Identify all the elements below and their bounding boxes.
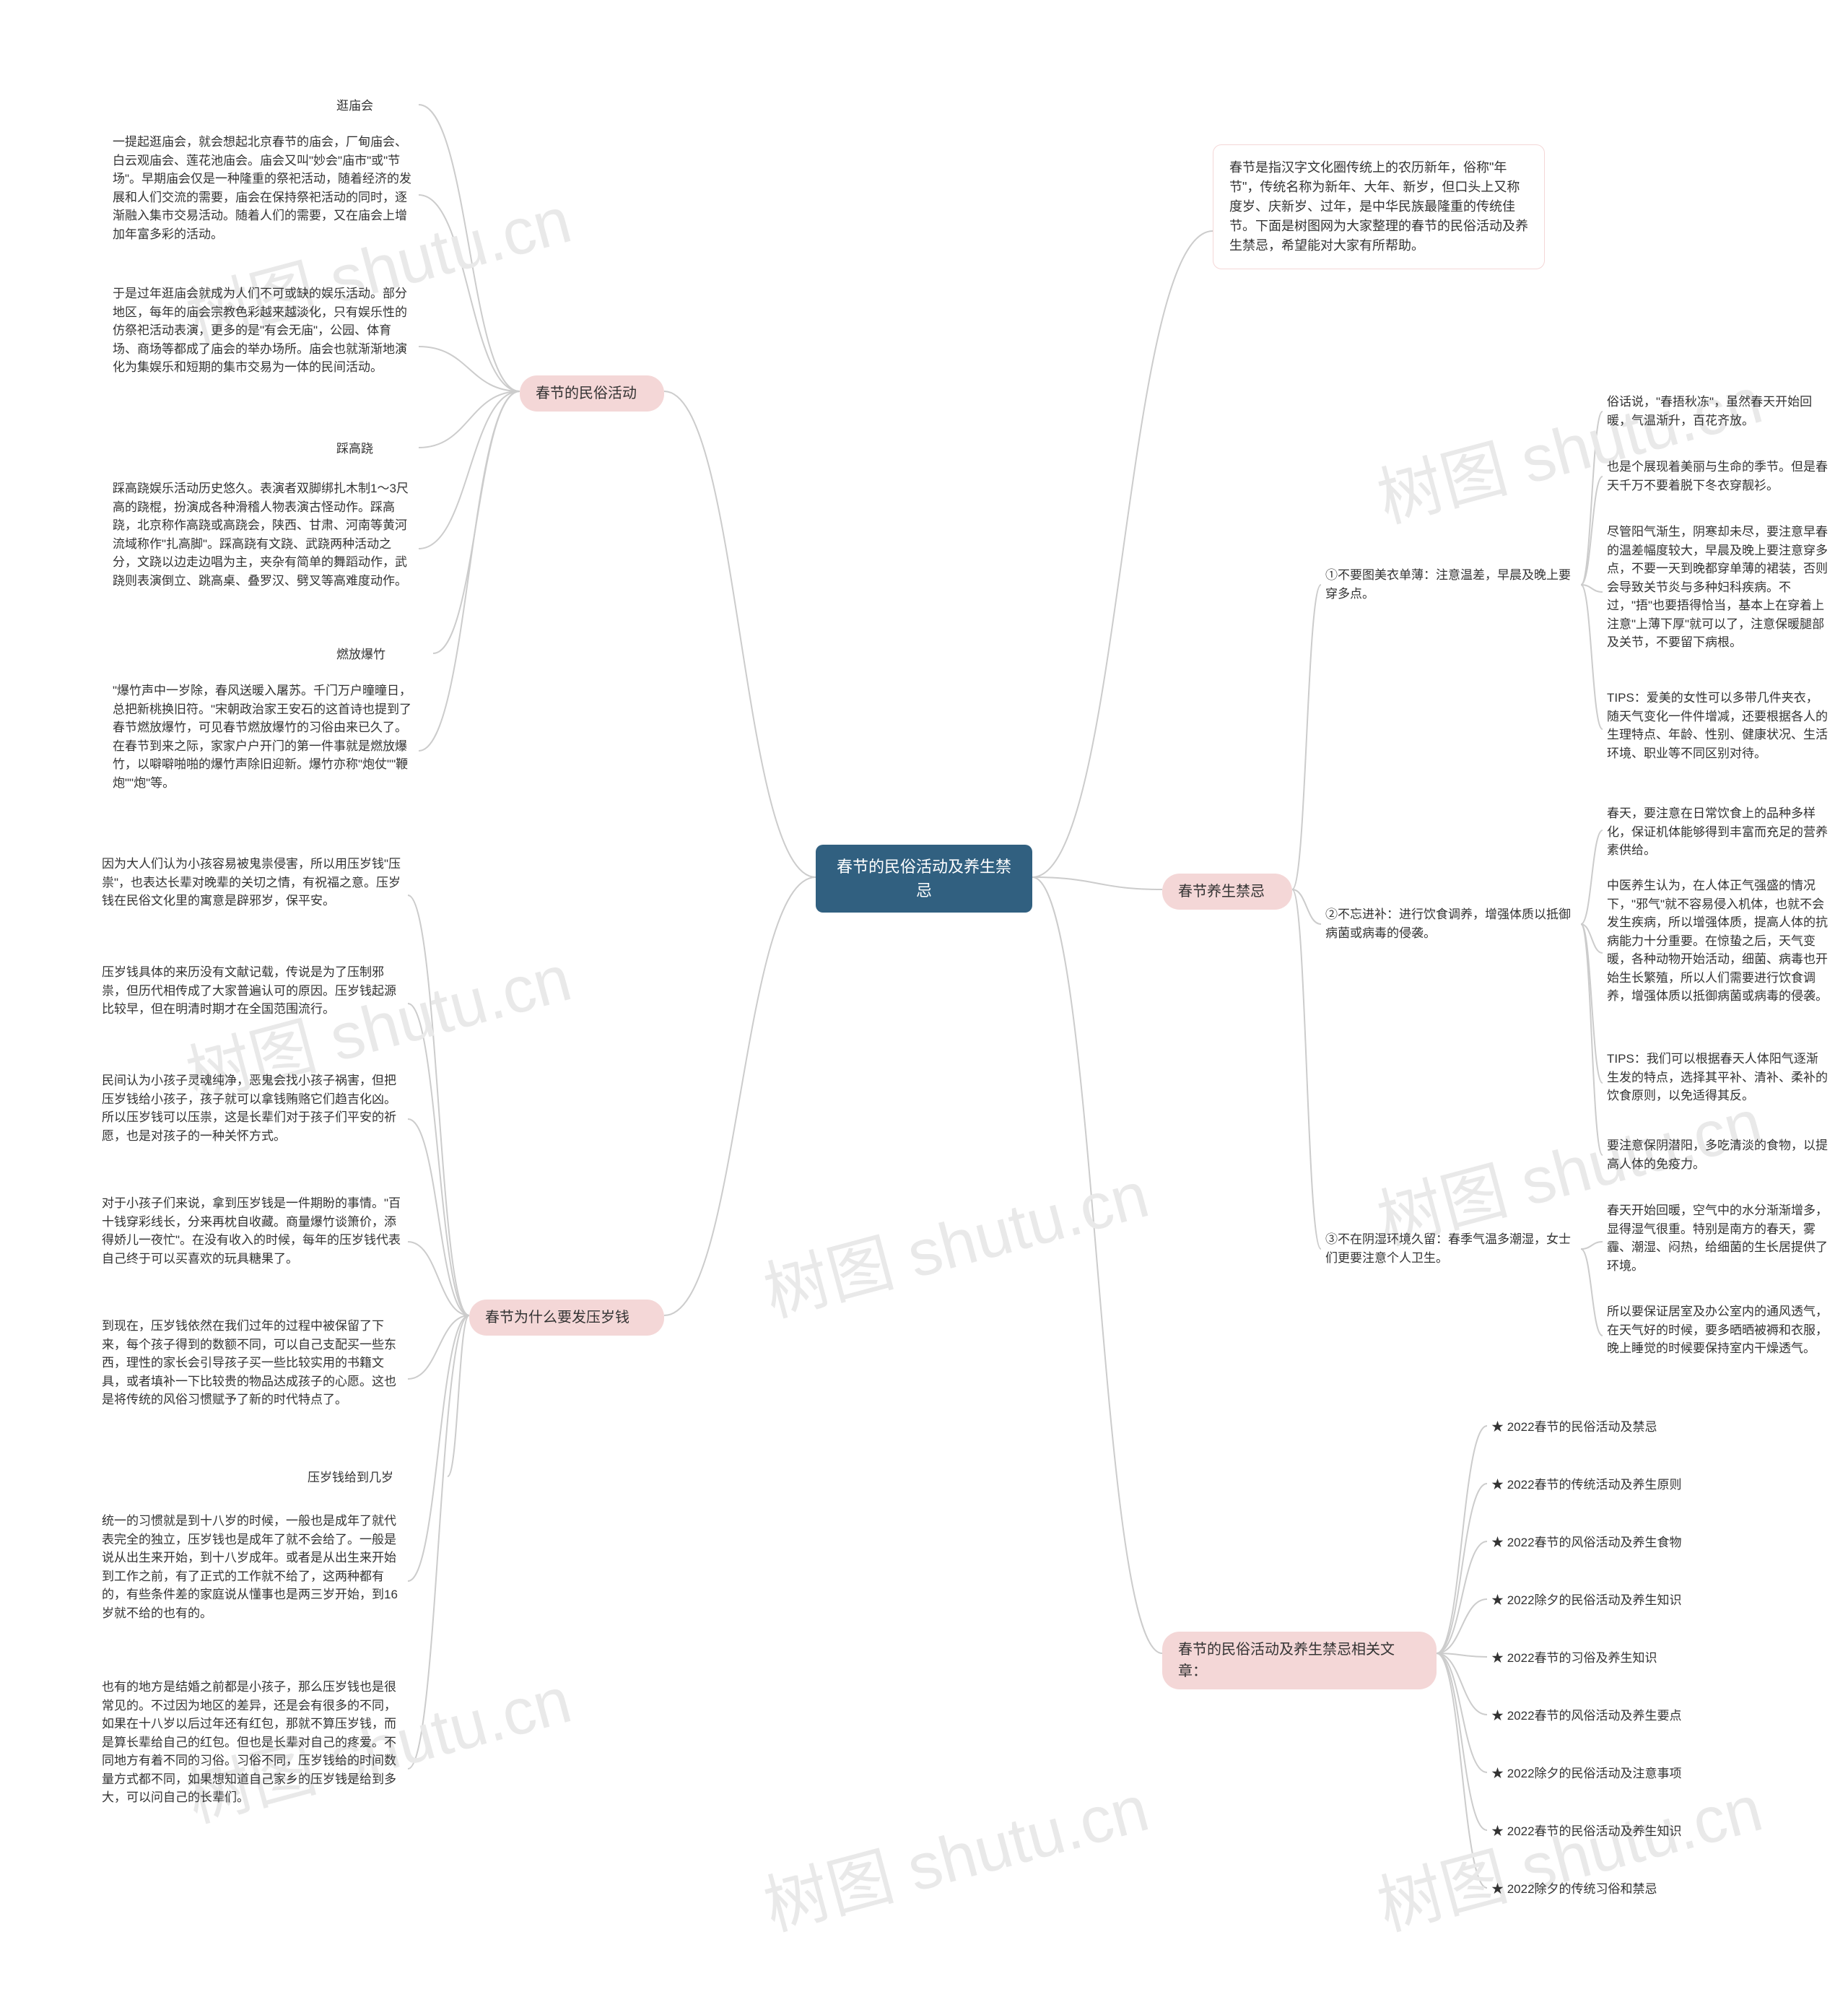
leaf-c4: 踩高跷 [332,437,419,461]
leaf-c7: "爆竹声中一岁除，春风送暖入屠苏。千门万户曈曈日，总把新桃换旧符。"宋朝政治家王… [108,679,419,795]
leaf-h1c: 尽管阳气渐生，阴寒却未尽，要注意早春的温差幅度较大，早晨及晚上要注意穿多点，不要… [1603,520,1834,655]
leaf-y2: 压岁钱具体的来历没有文献记载，传说是为了压制邪祟，但历代相传成了大家普遍认可的原… [97,960,408,1022]
leaf-h2b: 中医养生认为，在人体正气强盛的情况下，"邪气"就不容易侵入机体，也就不会发生疾病… [1603,874,1834,1009]
intro-text: 春节是指汉字文化圈传统上的农历新年，俗称"年节"，传统名称为新年、大年、新岁，但… [1229,160,1528,253]
leaf-y8: 也有的地方是结婚之前都是小孩子，那么压岁钱也是很常见的。不过因为地区的差异，还是… [97,1675,408,1810]
branch-related: 春节的民俗活动及养生禁忌相关文章： [1162,1632,1437,1689]
leaf-r2: ★ 2022春节的传统活动及养生原则 [1487,1473,1747,1497]
branch-related-label: 春节的民俗活动及养生禁忌相关文章： [1178,1642,1395,1679]
leaf-c1: 逛庙会 [332,94,419,118]
leaf-h1: ①不要图美衣单薄：注意温差，早晨及晚上要穿多点。 [1321,563,1581,606]
leaf-y1: 因为大人们认为小孩容易被鬼祟侵害，所以用压岁钱"压祟"，也表达长辈对晚辈的关切之… [97,852,408,913]
branch-yasuiqian: 春节为什么要发压岁钱 [469,1300,664,1336]
leaf-r6: ★ 2022春节的风俗活动及养生要点 [1487,1704,1747,1728]
branch-health-label: 春节养生禁忌 [1178,884,1265,900]
leaf-y3: 民间认为小孩子灵魂纯净，恶鬼会找小孩子祸害，但把压岁钱给小孩子，孩子就可以拿钱贿… [97,1069,408,1148]
leaf-h1a: 俗话说，"春捂秋冻"，虽然春天开始回暖，气温渐升，百花齐放。 [1603,390,1834,432]
leaf-h3b: 所以要保证居室及办公室内的通风透气，在天气好的时候，要多晒晒被褥和衣服，晚上睡觉… [1603,1300,1834,1361]
root-label: 春节的民俗活动及养生禁忌 [837,858,1011,900]
leaf-c2: 一提起逛庙会，就会想起北京春节的庙会，厂甸庙会、白云观庙会、莲花池庙会。庙会又叫… [108,130,419,246]
leaf-r9: ★ 2022除夕的传统习俗和禁忌 [1487,1877,1747,1902]
leaf-h3a: 春天开始回暖，空气中的水分渐渐增多，显得湿气很重。特别是南方的春天，雾霾、潮湿、… [1603,1198,1834,1278]
leaf-h2d: 要注意保阴潜阳，多吃清淡的食物，以提高人体的免疫力。 [1603,1133,1834,1176]
leaf-r8: ★ 2022春节的民俗活动及养生知识 [1487,1819,1747,1844]
leaf-r3: ★ 2022春节的风俗活动及养生食物 [1487,1531,1747,1555]
mindmap-canvas: 树图 shutu.cn树图 shutu.cn树图 shutu.cn树图 shut… [0,0,1848,2002]
leaf-r7: ★ 2022除夕的民俗活动及注意事项 [1487,1762,1747,1786]
leaf-h2c: TIPS：我们可以根据春天人体阳气逐渐生发的特点，选择其平补、清补、柔补的饮食原… [1603,1047,1834,1108]
leaf-r1: ★ 2022春节的民俗活动及禁忌 [1487,1415,1747,1440]
leaf-r4: ★ 2022除夕的民俗活动及养生知识 [1487,1588,1747,1613]
root-node: 春节的民俗活动及养生禁忌 [816,845,1032,913]
branch-customs: 春节的民俗活动 [520,375,664,412]
leaf-h3: ③不在阴湿环境久留：春季气温多潮湿，女士们更要注意个人卫生。 [1321,1227,1581,1270]
leaf-h2a: 春天，要注意在日常饮食上的品种多样化，保证机体能够得到丰富而充足的营养素供给。 [1603,801,1834,863]
leaf-y7: 统一的习惯就是到十八岁的时候，一般也是成年了就代表完全的独立，压岁钱也是成年了就… [97,1509,408,1625]
leaf-h1b: 也是个展现着美丽与生命的季节。但是春天千万不要着脱下冬衣穿靓衫。 [1603,455,1834,497]
leaf-c3: 于是过年逛庙会就成为人们不可或缺的娱乐活动。部分地区，每年的庙会宗教色彩越来越淡… [108,282,419,380]
leaf-c6: 燃放爆竹 [332,643,433,667]
leaf-y6: 压岁钱给到几岁 [303,1466,448,1490]
leaf-y4: 对于小孩子们来说，拿到压岁钱是一件期盼的事情。"百十钱穿彩线长，分来再枕自收藏。… [97,1191,408,1271]
leaf-h2: ②不忘进补：进行饮食调养，增强体质以抵御病菌或病毒的侵袭。 [1321,902,1581,945]
leaf-h1d: TIPS：爱美的女性可以多带几件夹衣，随天气变化一件件增减，还要根据各人的生理特… [1603,686,1834,765]
branch-customs-label: 春节的民俗活动 [536,386,637,401]
leaf-r5: ★ 2022春节的习俗及养生知识 [1487,1646,1747,1671]
branch-health: 春节养生禁忌 [1162,874,1292,910]
leaf-y5: 到现在，压岁钱依然在我们过年的过程中被保留了下来，每个孩子得到的数额不同，可以自… [97,1314,408,1412]
intro-block: 春节是指汉字文化圈传统上的农历新年，俗称"年节"，传统名称为新年、大年、新岁，但… [1213,144,1545,269]
leaf-c5: 踩高跷娱乐活动历史悠久。表演者双脚绑扎木制1～3尺高的跷棍，扮演成各种滑稽人物表… [108,476,419,593]
branch-yasuiqian-label: 春节为什么要发压岁钱 [485,1310,629,1326]
